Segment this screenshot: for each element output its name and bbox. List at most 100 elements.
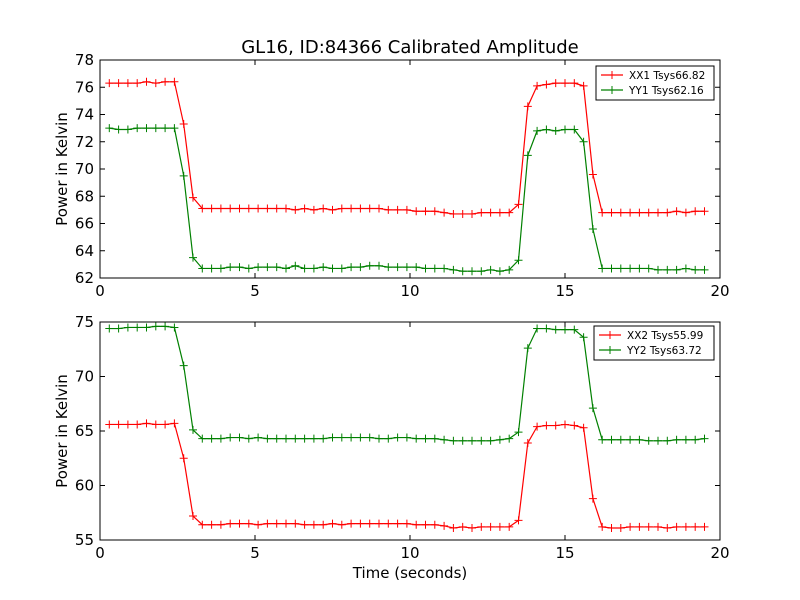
- top-y-axis-label: Power in Kelvin: [53, 112, 71, 226]
- top-series-1-point: [328, 205, 337, 214]
- bottom-series-1-point: [626, 522, 635, 531]
- bottom-series-1-point: [570, 421, 579, 430]
- top-series-2-point: [393, 263, 402, 272]
- bottom-series-2-point: [635, 435, 644, 444]
- bottom-series-2-point: [440, 435, 449, 444]
- bottom-series-1-point: [607, 524, 616, 533]
- top-series-1-point: [226, 204, 235, 213]
- top-series-1-point: [691, 207, 700, 216]
- top-panel: 0 5 10 15 20 62 64 66 68 70 72 74 76 78 Power in Kelvi…: [53, 51, 730, 300]
- top-series-1-point: [486, 208, 495, 217]
- top-series-1-point: [635, 208, 644, 217]
- top-series-2-point: [551, 126, 560, 135]
- top-series-1-point: [607, 208, 616, 217]
- top-series-2-point: [161, 124, 170, 133]
- top-y-tick-label: 76: [75, 78, 94, 96]
- bottom-series-2-point: [458, 436, 467, 445]
- bottom-series-2-point: [533, 324, 542, 333]
- top-x-tick-label: 0: [95, 282, 105, 300]
- top-series-1-point: [337, 204, 346, 213]
- bottom-series-2-point: [300, 434, 309, 443]
- bottom-series-1-point: [291, 519, 300, 528]
- bottom-series-1-point: [328, 519, 337, 528]
- bottom-series-2-point: [365, 433, 374, 442]
- top-series-2-point: [700, 265, 709, 274]
- bottom-series-1-point: [616, 524, 625, 533]
- top-legend-label-1: XX1 Tsys66.82: [629, 70, 705, 82]
- bottom-series-2-point: [226, 433, 235, 442]
- top-series-1-point: [654, 208, 662, 217]
- top-series-1-point: [319, 204, 328, 213]
- bottom-series-1-point: [319, 520, 328, 529]
- bottom-series-1-point: [542, 421, 551, 430]
- top-series-1-point: [700, 207, 709, 216]
- bottom-series-1-point: [123, 420, 132, 429]
- top-series-2-point: [514, 256, 523, 265]
- bottom-series-2-point: [216, 434, 225, 443]
- top-x-tick-label: 10: [400, 282, 419, 300]
- bottom-series-1-point: [114, 420, 123, 429]
- bottom-series-1-point: [588, 494, 597, 503]
- top-series-1-point: [430, 207, 439, 216]
- top-series-1-point: [365, 204, 374, 213]
- bottom-series-2-point: [179, 361, 188, 370]
- bottom-series-2-point: [170, 323, 179, 332]
- top-series-1-point: [179, 120, 188, 129]
- top-y-tick-label: 68: [75, 187, 94, 205]
- top-series-2-point: [216, 264, 225, 273]
- top-series-1-point: [207, 204, 216, 213]
- top-series-2-point: [300, 264, 309, 273]
- top-series-1-point: [495, 208, 504, 217]
- top-series-2-point: [207, 264, 216, 273]
- bottom-series-1-point: [412, 520, 421, 529]
- bottom-x-tick-label: 5: [250, 544, 260, 562]
- top-series-2-point: [142, 124, 151, 133]
- top-y-tick-label: 66: [75, 215, 94, 233]
- top-series-2-point: [412, 263, 421, 272]
- top-series-2-point: [309, 264, 318, 273]
- bottom-series-1-point: [681, 522, 690, 531]
- bottom-series-1-point: [226, 519, 235, 528]
- top-series-2-point: [663, 265, 672, 274]
- top-series-2-point: [328, 264, 337, 273]
- top-series-2-point: [375, 261, 383, 270]
- bottom-series-1-point: [161, 420, 170, 429]
- bottom-series-2-point: [588, 404, 597, 413]
- bottom-series-1-point: [402, 519, 411, 528]
- bottom-series-2-point: [105, 324, 114, 333]
- bottom-series-1-point: [533, 422, 542, 431]
- bottom-series-1-point: [179, 454, 188, 463]
- top-legend-label-2: YY1 Tsys62.16: [628, 85, 704, 97]
- bottom-series-1-point: [486, 522, 495, 531]
- top-series-1-point: [309, 205, 318, 214]
- bottom-y-axis-label: Power in Kelvin: [53, 374, 71, 488]
- top-series-2-point: [579, 137, 588, 146]
- bottom-series-2-point: [626, 435, 635, 444]
- top-series-1-point: [347, 204, 356, 213]
- bottom-panel: 0 5 10 15 20 55 60 65 70 75 Power in Kelvin XX2 Tsy…: [53, 313, 730, 562]
- top-series-2-point: [347, 263, 356, 272]
- top-series-2-point: [561, 125, 569, 134]
- top-series-1-point: [514, 200, 523, 209]
- bottom-series-1-point: [468, 524, 476, 533]
- top-series-2-point: [319, 263, 328, 272]
- top-series-2-point: [505, 265, 514, 274]
- bottom-series-2-point: [700, 434, 709, 443]
- bottom-series-1-point: [263, 519, 272, 528]
- bottom-series-1-point: [309, 520, 318, 529]
- top-series-2-point: [495, 267, 504, 276]
- top-series-1-point: [588, 170, 597, 179]
- top-x-tick-label: 15: [555, 282, 574, 300]
- bottom-series-1-point: [514, 516, 523, 525]
- top-series-2-point: [151, 124, 160, 133]
- top-x-tick-label: 20: [710, 282, 729, 300]
- top-legend-box: [595, 65, 715, 101]
- top-series-1-point: [300, 204, 309, 213]
- bottom-series-2-point: [663, 436, 672, 445]
- top-series-2-point: [672, 265, 681, 274]
- bottom-series-2-point: [672, 435, 681, 444]
- bottom-series-2-point: [551, 325, 560, 334]
- top-y-tick-label: 78: [75, 51, 94, 69]
- bottom-series-1-point: [477, 522, 486, 531]
